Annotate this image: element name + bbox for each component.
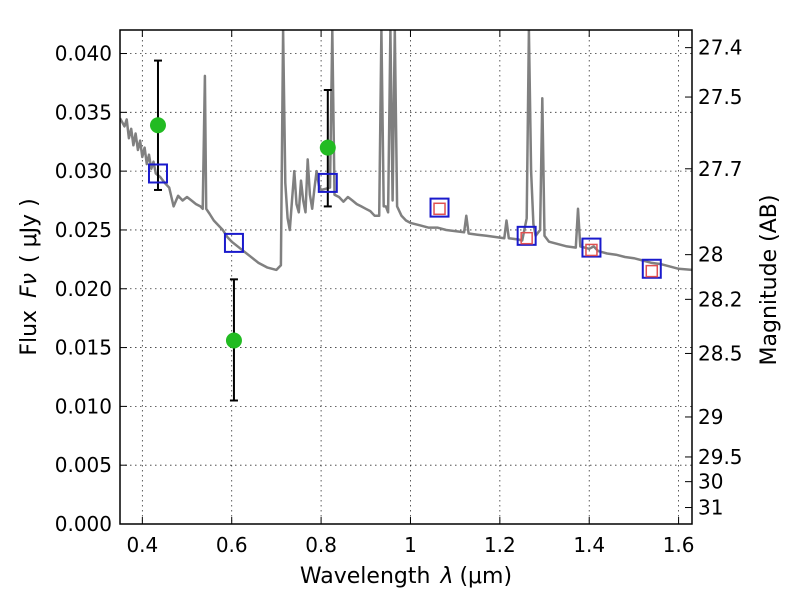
y2-tick-label: 29 <box>698 405 723 429</box>
axis-ticks <box>120 30 692 525</box>
x-tick-label: 1.2 <box>484 533 516 557</box>
model-flux-marker <box>223 232 244 253</box>
y2-tick-label: 28 <box>698 243 723 267</box>
y2-tick-label: 31 <box>698 496 723 520</box>
y2-tick-label: 28.2 <box>698 287 743 311</box>
grid-lines <box>120 30 692 525</box>
y2-axis-label: Magnitude (AB) <box>757 195 782 366</box>
model-spectrum-line <box>120 30 692 272</box>
x-tick-label: 1.4 <box>573 533 605 557</box>
plot-frame <box>119 29 693 525</box>
y2-tick-label: 29.5 <box>698 445 743 469</box>
model-flux-marker <box>581 237 602 258</box>
y2-tick-label: 27.7 <box>698 157 743 181</box>
observed-flux-point <box>149 117 166 134</box>
model-flux-marker-small <box>433 202 446 216</box>
axis-tick-labels: 0.4 0.6 0.8 1 1.2 1.4 1.6 0.000 0.005 0.010 0.015 0… <box>55 36 743 557</box>
y-tick-label: 0.015 <box>55 336 112 360</box>
y2-tick-label: 27.4 <box>698 36 743 60</box>
x-tick-label: 1.6 <box>663 533 695 557</box>
model-flux-marker <box>516 225 537 246</box>
y-tick-label: 0.035 <box>55 100 112 124</box>
y-tick-label: 0.020 <box>55 277 112 301</box>
model-flux-marker <box>317 172 338 193</box>
y2-tick-label: 30 <box>698 470 723 494</box>
x-tick-label: 0.4 <box>126 533 158 557</box>
y-tick-label: 0.010 <box>55 394 112 418</box>
y-tick-label: 0.000 <box>55 512 112 536</box>
model-flux-marker-small <box>585 243 598 257</box>
model-flux-marker <box>429 197 450 218</box>
observed-flux-point <box>319 139 336 156</box>
x-tick-label: 1 <box>404 533 417 557</box>
y-tick-label: 0.025 <box>55 218 112 242</box>
model-flux-marker <box>147 163 168 184</box>
x-tick-label: 0.6 <box>216 533 248 557</box>
y-tick-label: 0.030 <box>55 159 112 183</box>
y-axis-label: FluxFν( μJy ) <box>17 198 42 355</box>
y-tick-label: 0.005 <box>55 453 112 477</box>
x-axis-label: Wavelength λ (μm) <box>300 564 512 589</box>
plot-area <box>120 30 692 402</box>
x-tick-label: 0.8 <box>305 533 337 557</box>
y-tick-label: 0.040 <box>55 42 112 66</box>
model-flux-marker <box>641 258 662 279</box>
model-flux-marker-small <box>645 264 659 278</box>
y2-tick-label: 28.5 <box>698 341 743 365</box>
model-flux-marker-small <box>520 231 533 245</box>
y2-tick-label: 27.5 <box>698 85 743 109</box>
observed-flux-point <box>225 332 242 349</box>
